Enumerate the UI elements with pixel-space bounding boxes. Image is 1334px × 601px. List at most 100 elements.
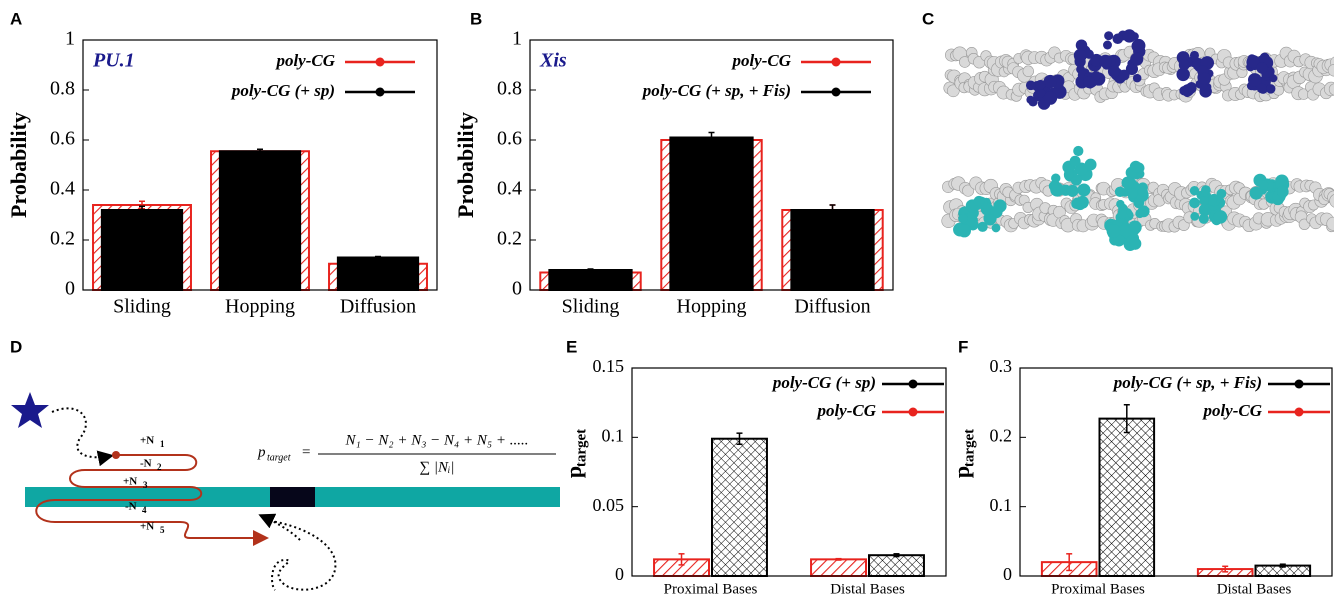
step-label: +N (123, 476, 137, 488)
step-sub: 2 (157, 462, 162, 472)
protein-atom (1126, 63, 1136, 74)
formula-equals: = (302, 444, 310, 460)
protein-atom (1130, 52, 1144, 66)
protein-atom (1258, 180, 1269, 191)
y-tick-label: 0.1 (602, 425, 625, 445)
y-tick-label: 0.2 (990, 425, 1013, 445)
protein-atom (1178, 59, 1190, 71)
error-bar (257, 148, 263, 154)
y-tick-label: 1 (512, 28, 522, 50)
x-tick-label: Distal Bases (1217, 581, 1292, 597)
y-axis-label-sub: target (573, 429, 589, 467)
formula-lhs-sub: target (267, 452, 291, 463)
bar (336, 256, 420, 291)
x-tick-label: Hopping (225, 296, 295, 318)
atom (962, 184, 975, 197)
protein-atom (1198, 72, 1211, 85)
protein-atom (1043, 91, 1058, 105)
error-bar (587, 268, 594, 272)
error-bar (1222, 565, 1229, 573)
dna-render (941, 29, 1334, 252)
rebind-path (258, 513, 301, 541)
annotation: PU.1 (92, 50, 135, 72)
x-tick-label: Proximal Bases (1051, 581, 1145, 597)
panel-label: D (10, 337, 22, 356)
protein-atom (1104, 31, 1114, 41)
atom (1328, 83, 1334, 96)
error-bar (1123, 403, 1130, 434)
x-tick-label: Sliding (562, 296, 620, 318)
protein-atom (1256, 62, 1268, 74)
approach-path (51, 407, 114, 467)
y-tick-label: 0.6 (497, 128, 522, 150)
y-tick-label: 0.4 (497, 178, 522, 200)
y-axis-label: Probability (453, 112, 478, 218)
error-bar (375, 255, 381, 260)
bar (1098, 417, 1156, 578)
protein-atom (1129, 160, 1142, 173)
error-bar (139, 205, 145, 215)
step-sub: 1 (160, 439, 165, 449)
bar (100, 209, 184, 291)
protein-atom (1256, 83, 1267, 94)
protein-atom (1106, 224, 1121, 238)
protein-atom (1063, 169, 1074, 180)
legend-dot (1294, 379, 1304, 389)
legend-dot (908, 407, 918, 417)
legend-dot (375, 87, 385, 97)
error-bar (736, 432, 743, 446)
error-bar (1279, 563, 1286, 568)
protein-atom (1198, 203, 1212, 217)
legend-label: poly-CG (815, 401, 876, 420)
legend-label: poly-CG (+ sp) (230, 81, 335, 100)
legend-label: poly-CG (1201, 401, 1262, 420)
protein-atom (1043, 74, 1057, 89)
atom (1022, 65, 1034, 77)
search-path (35, 454, 269, 546)
step-label: -N (140, 458, 152, 470)
error-bar (678, 553, 685, 566)
y-tick-label: 0.2 (497, 228, 522, 250)
y-tick-label: 0.8 (50, 78, 75, 100)
protein-atom (958, 213, 968, 224)
y-tick-label: 0.6 (50, 128, 75, 150)
protein-atom (1118, 69, 1130, 81)
error-bar (1066, 553, 1073, 572)
protein-atom (1066, 184, 1079, 197)
protein-atom (1130, 32, 1139, 41)
protein-atom (977, 221, 988, 232)
protein-atom (1103, 40, 1112, 50)
protein-atom (957, 224, 971, 238)
protein-atom (1275, 174, 1289, 189)
plot-frame (529, 39, 894, 291)
protein-atom (1075, 39, 1088, 51)
legend-label: poly-CG (+ sp) (771, 373, 876, 392)
step-label: +N (140, 521, 154, 533)
protein-atom (1113, 234, 1125, 247)
protein-atom (1189, 185, 1200, 196)
x-tick-label: Distal Bases (830, 581, 905, 597)
y-tick-label: 0.4 (50, 178, 75, 200)
bar (810, 558, 867, 577)
y-tick-label: 0 (1003, 564, 1012, 584)
atom (1329, 194, 1334, 208)
protein-atom (1117, 224, 1132, 239)
atom (1327, 64, 1334, 77)
error-bar (835, 557, 842, 561)
panel-label: B (470, 9, 482, 28)
y-tick-label: 0 (615, 564, 624, 584)
protein-atom (991, 223, 1001, 233)
protein-atom (1107, 65, 1121, 78)
x-tick-label: Hopping (677, 296, 747, 318)
legend-dot (1294, 407, 1304, 417)
legend-label: poly-CG (730, 51, 791, 70)
protein-atom (1189, 197, 1200, 209)
error-bar (893, 553, 900, 558)
target-site (270, 487, 315, 507)
y-tick-label: 0 (512, 278, 522, 300)
protein-atom (1248, 73, 1262, 87)
legend-dot (831, 57, 841, 67)
bar (790, 209, 875, 291)
y-tick-label: 0.2 (50, 228, 75, 250)
